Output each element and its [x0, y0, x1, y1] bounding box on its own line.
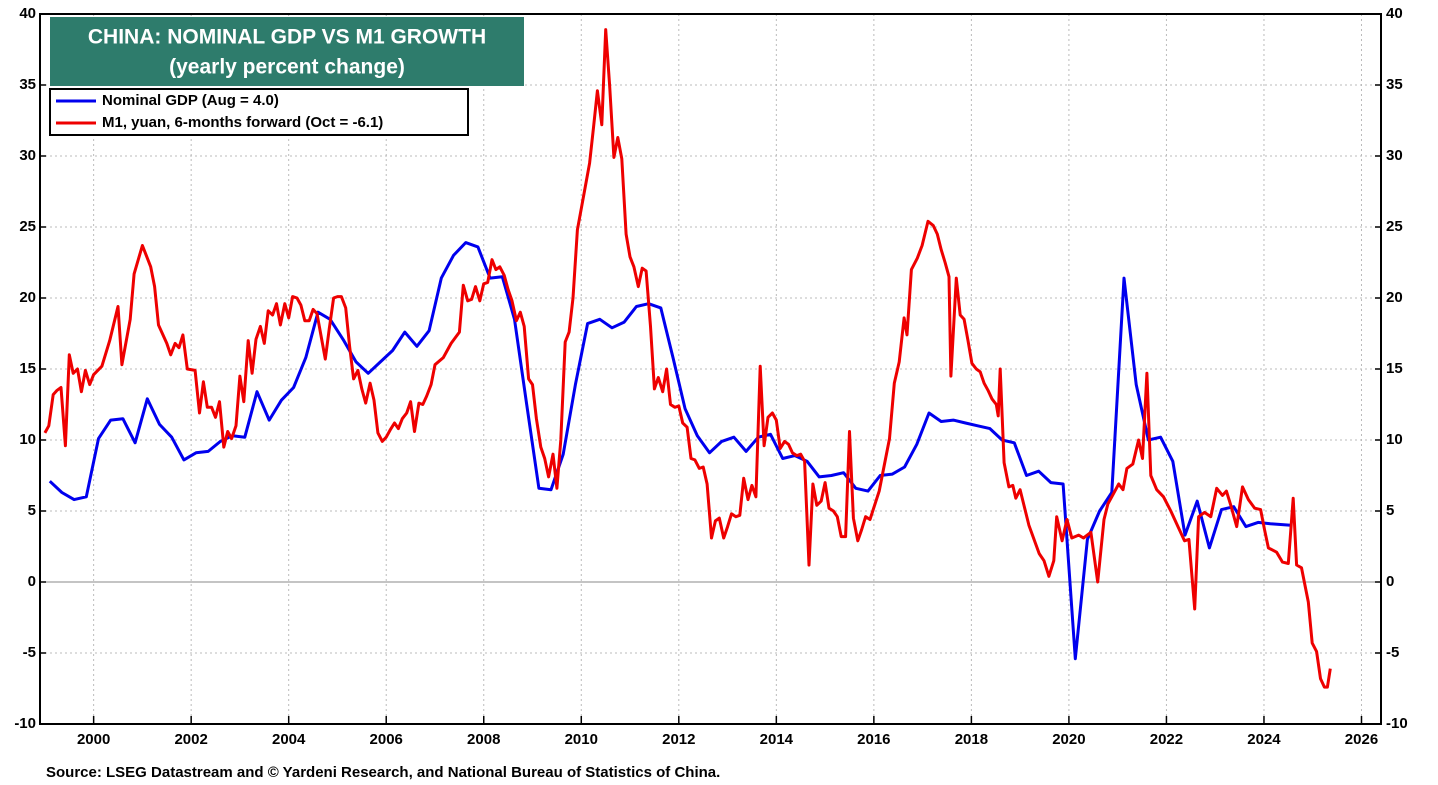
y2-tick-label: 0: [1386, 573, 1394, 590]
series-line: [43, 28, 1332, 689]
chart-subtitle: (yearly percent change): [169, 56, 405, 79]
y2-tick-label: 25: [1386, 218, 1403, 235]
y-tick-label: 20: [19, 289, 36, 306]
y-tick-label: 0: [28, 573, 36, 590]
legend-label: M1, yuan, 6-months forward (Oct = -6.1): [102, 114, 383, 131]
x-tick-label: 2010: [565, 731, 598, 748]
series-line: [48, 241, 1291, 661]
legend: Nominal GDP (Aug = 4.0) M1, yuan, 6-month…: [56, 92, 383, 131]
x-tick-label: 2002: [174, 731, 207, 748]
y2-tick-label: 10: [1386, 431, 1403, 448]
x-tick-label: 2012: [662, 731, 695, 748]
y2-tick-label: -5: [1386, 644, 1399, 661]
title-box: [50, 17, 524, 86]
x-tick-label: 2000: [77, 731, 110, 748]
y-tick-label: 5: [28, 502, 36, 519]
y2-tick-label: 30: [1386, 147, 1403, 164]
y-tick-label: 30: [19, 147, 36, 164]
y2-tick-label: 40: [1386, 5, 1403, 22]
y-tick-label: 15: [19, 360, 36, 377]
y-tick-label: 35: [19, 76, 36, 93]
y-tick-label: -5: [23, 644, 36, 661]
x-tick-label: 2014: [760, 731, 794, 748]
legend-label: Nominal GDP (Aug = 4.0): [102, 92, 279, 109]
lines: [43, 28, 1332, 689]
x-tick-label: 2016: [857, 731, 890, 748]
chart-title: CHINA: NOMINAL GDP VS M1 GROWTH: [88, 26, 486, 49]
x-tick-label: 2018: [955, 731, 988, 748]
x-tick-label: 2020: [1052, 731, 1085, 748]
x-tick-label: 2022: [1150, 731, 1183, 748]
x-tick-label: 2026: [1345, 731, 1378, 748]
y-tick-label: 40: [19, 5, 36, 22]
y2-tick-label: 15: [1386, 360, 1403, 377]
y-tick-label: 25: [19, 218, 36, 235]
x-tick-label: 2004: [272, 731, 306, 748]
y-tick-label: 10: [19, 431, 36, 448]
y2-tick-label: 35: [1386, 76, 1403, 93]
x-tick-label: 2024: [1247, 731, 1281, 748]
y2-tick-label: 5: [1386, 502, 1394, 519]
source-note: Source: LSEG Datastream and © Yardeni Re…: [46, 764, 720, 781]
legend-box: [49, 88, 469, 136]
x-tick-label: 2008: [467, 731, 500, 748]
x-tick-label: 2006: [370, 731, 403, 748]
y-tick-label: -10: [14, 715, 36, 732]
y2-tick-label: -10: [1386, 715, 1408, 732]
y2-tick-label: 20: [1386, 289, 1403, 306]
